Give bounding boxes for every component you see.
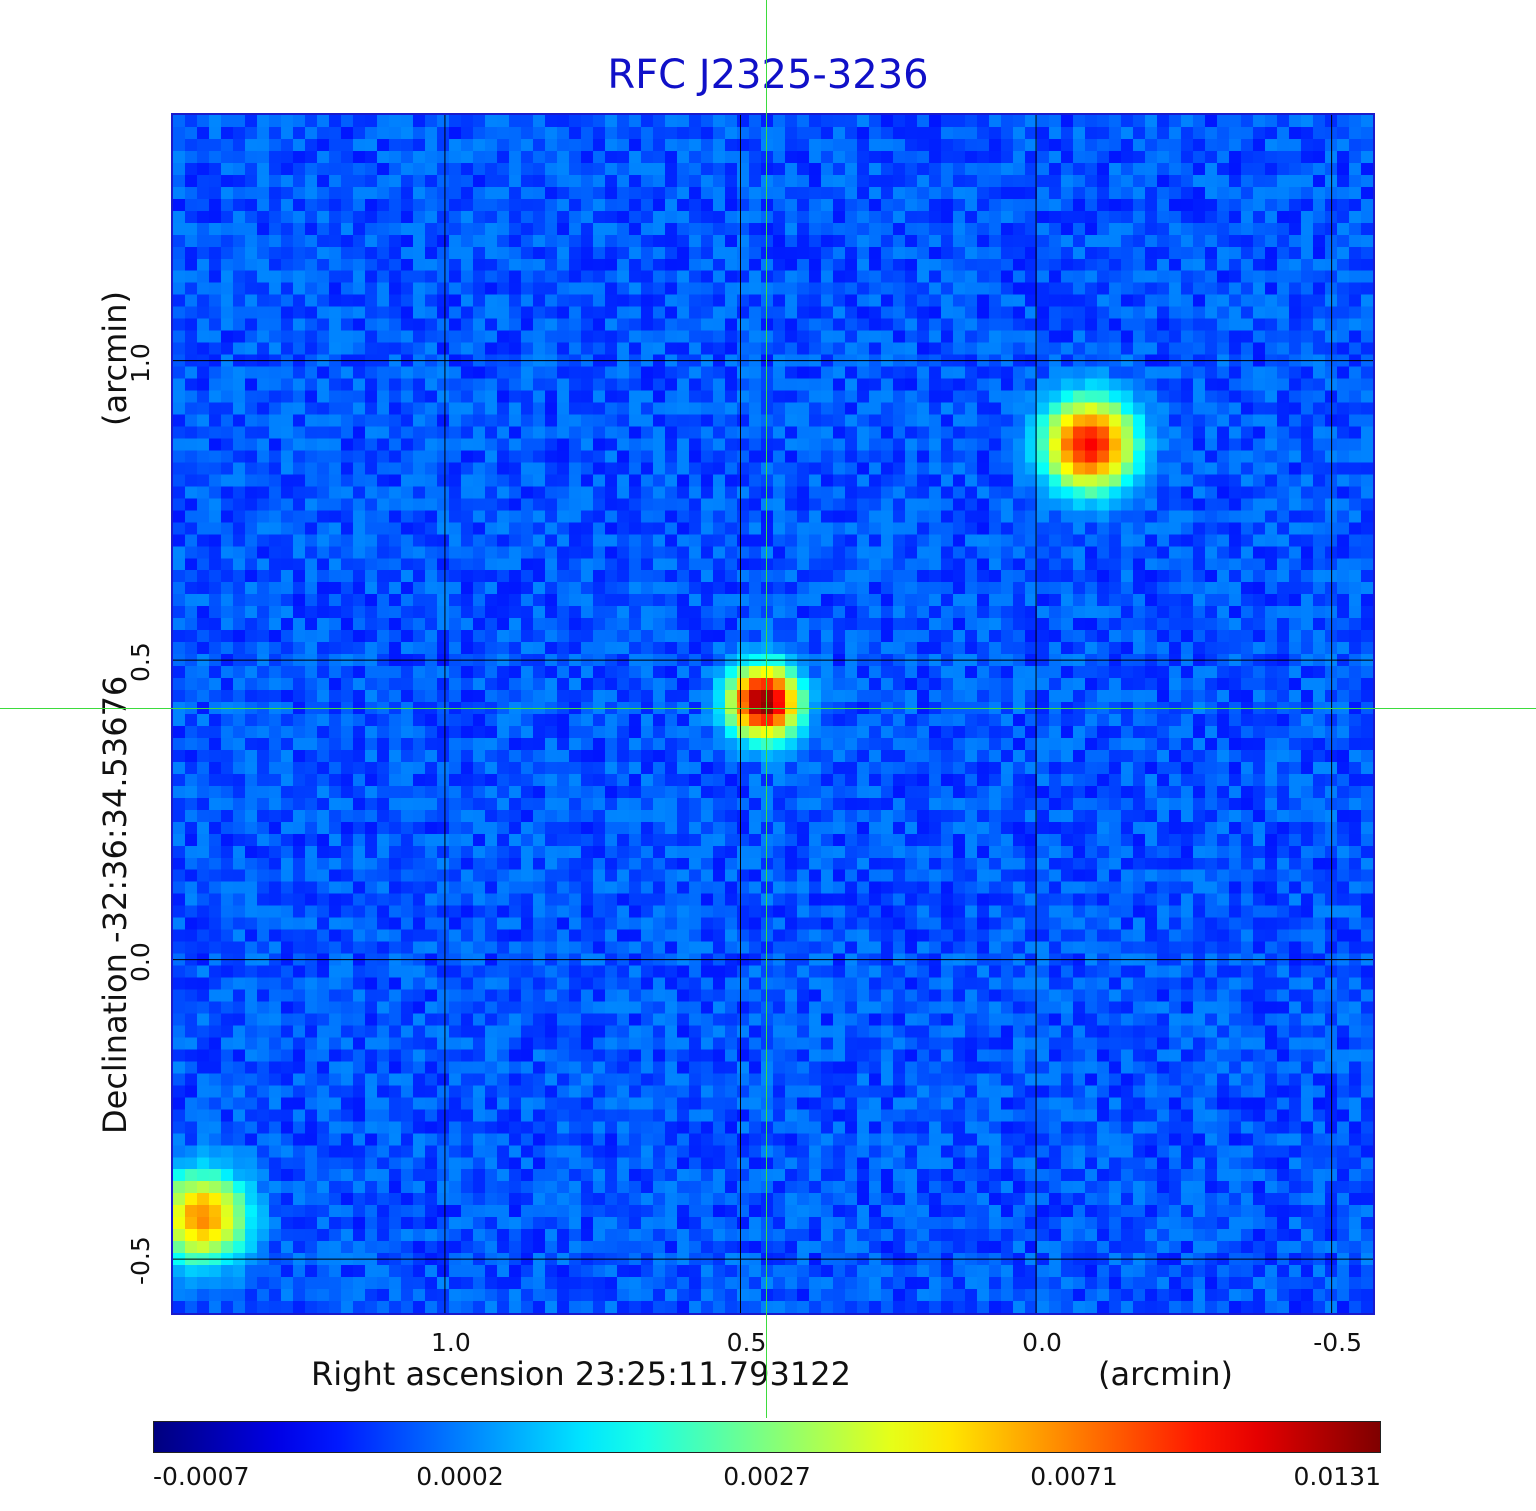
y-axis-label: Declination -32:36:34.53676 xyxy=(96,675,134,1134)
colorbar-tick-label: 0.0131 xyxy=(1293,1462,1381,1491)
x-axis-unit: (arcmin) xyxy=(1098,1355,1233,1393)
crosshair-horizontal xyxy=(0,708,1536,709)
y-tick-label: -0.5 xyxy=(126,1236,155,1286)
x-tick-label: -0.5 xyxy=(1313,1328,1362,1357)
colorbar xyxy=(153,1421,1381,1453)
x-tick-label: 1.0 xyxy=(431,1328,471,1357)
colorbar-tick-label: 0.0002 xyxy=(416,1462,504,1491)
image-map xyxy=(173,115,1373,1313)
plot-overlay xyxy=(173,115,1373,1313)
colorbar-tick-label: -0.0007 xyxy=(153,1462,250,1491)
x-axis-label: Right ascension 23:25:11.793122 xyxy=(311,1355,851,1393)
colorbar-tick-label: 0.0071 xyxy=(1030,1462,1118,1491)
x-tick-label: 0.5 xyxy=(726,1328,767,1357)
chart-title: RFC J2325-3236 xyxy=(607,52,929,98)
colorbar-tick-label: 0.0027 xyxy=(723,1462,811,1491)
x-tick-label: 0.0 xyxy=(1022,1328,1062,1357)
plot-area[interactable] xyxy=(171,113,1375,1315)
y-axis-unit: (arcmin) xyxy=(96,291,134,426)
crosshair-vertical xyxy=(766,0,767,1418)
